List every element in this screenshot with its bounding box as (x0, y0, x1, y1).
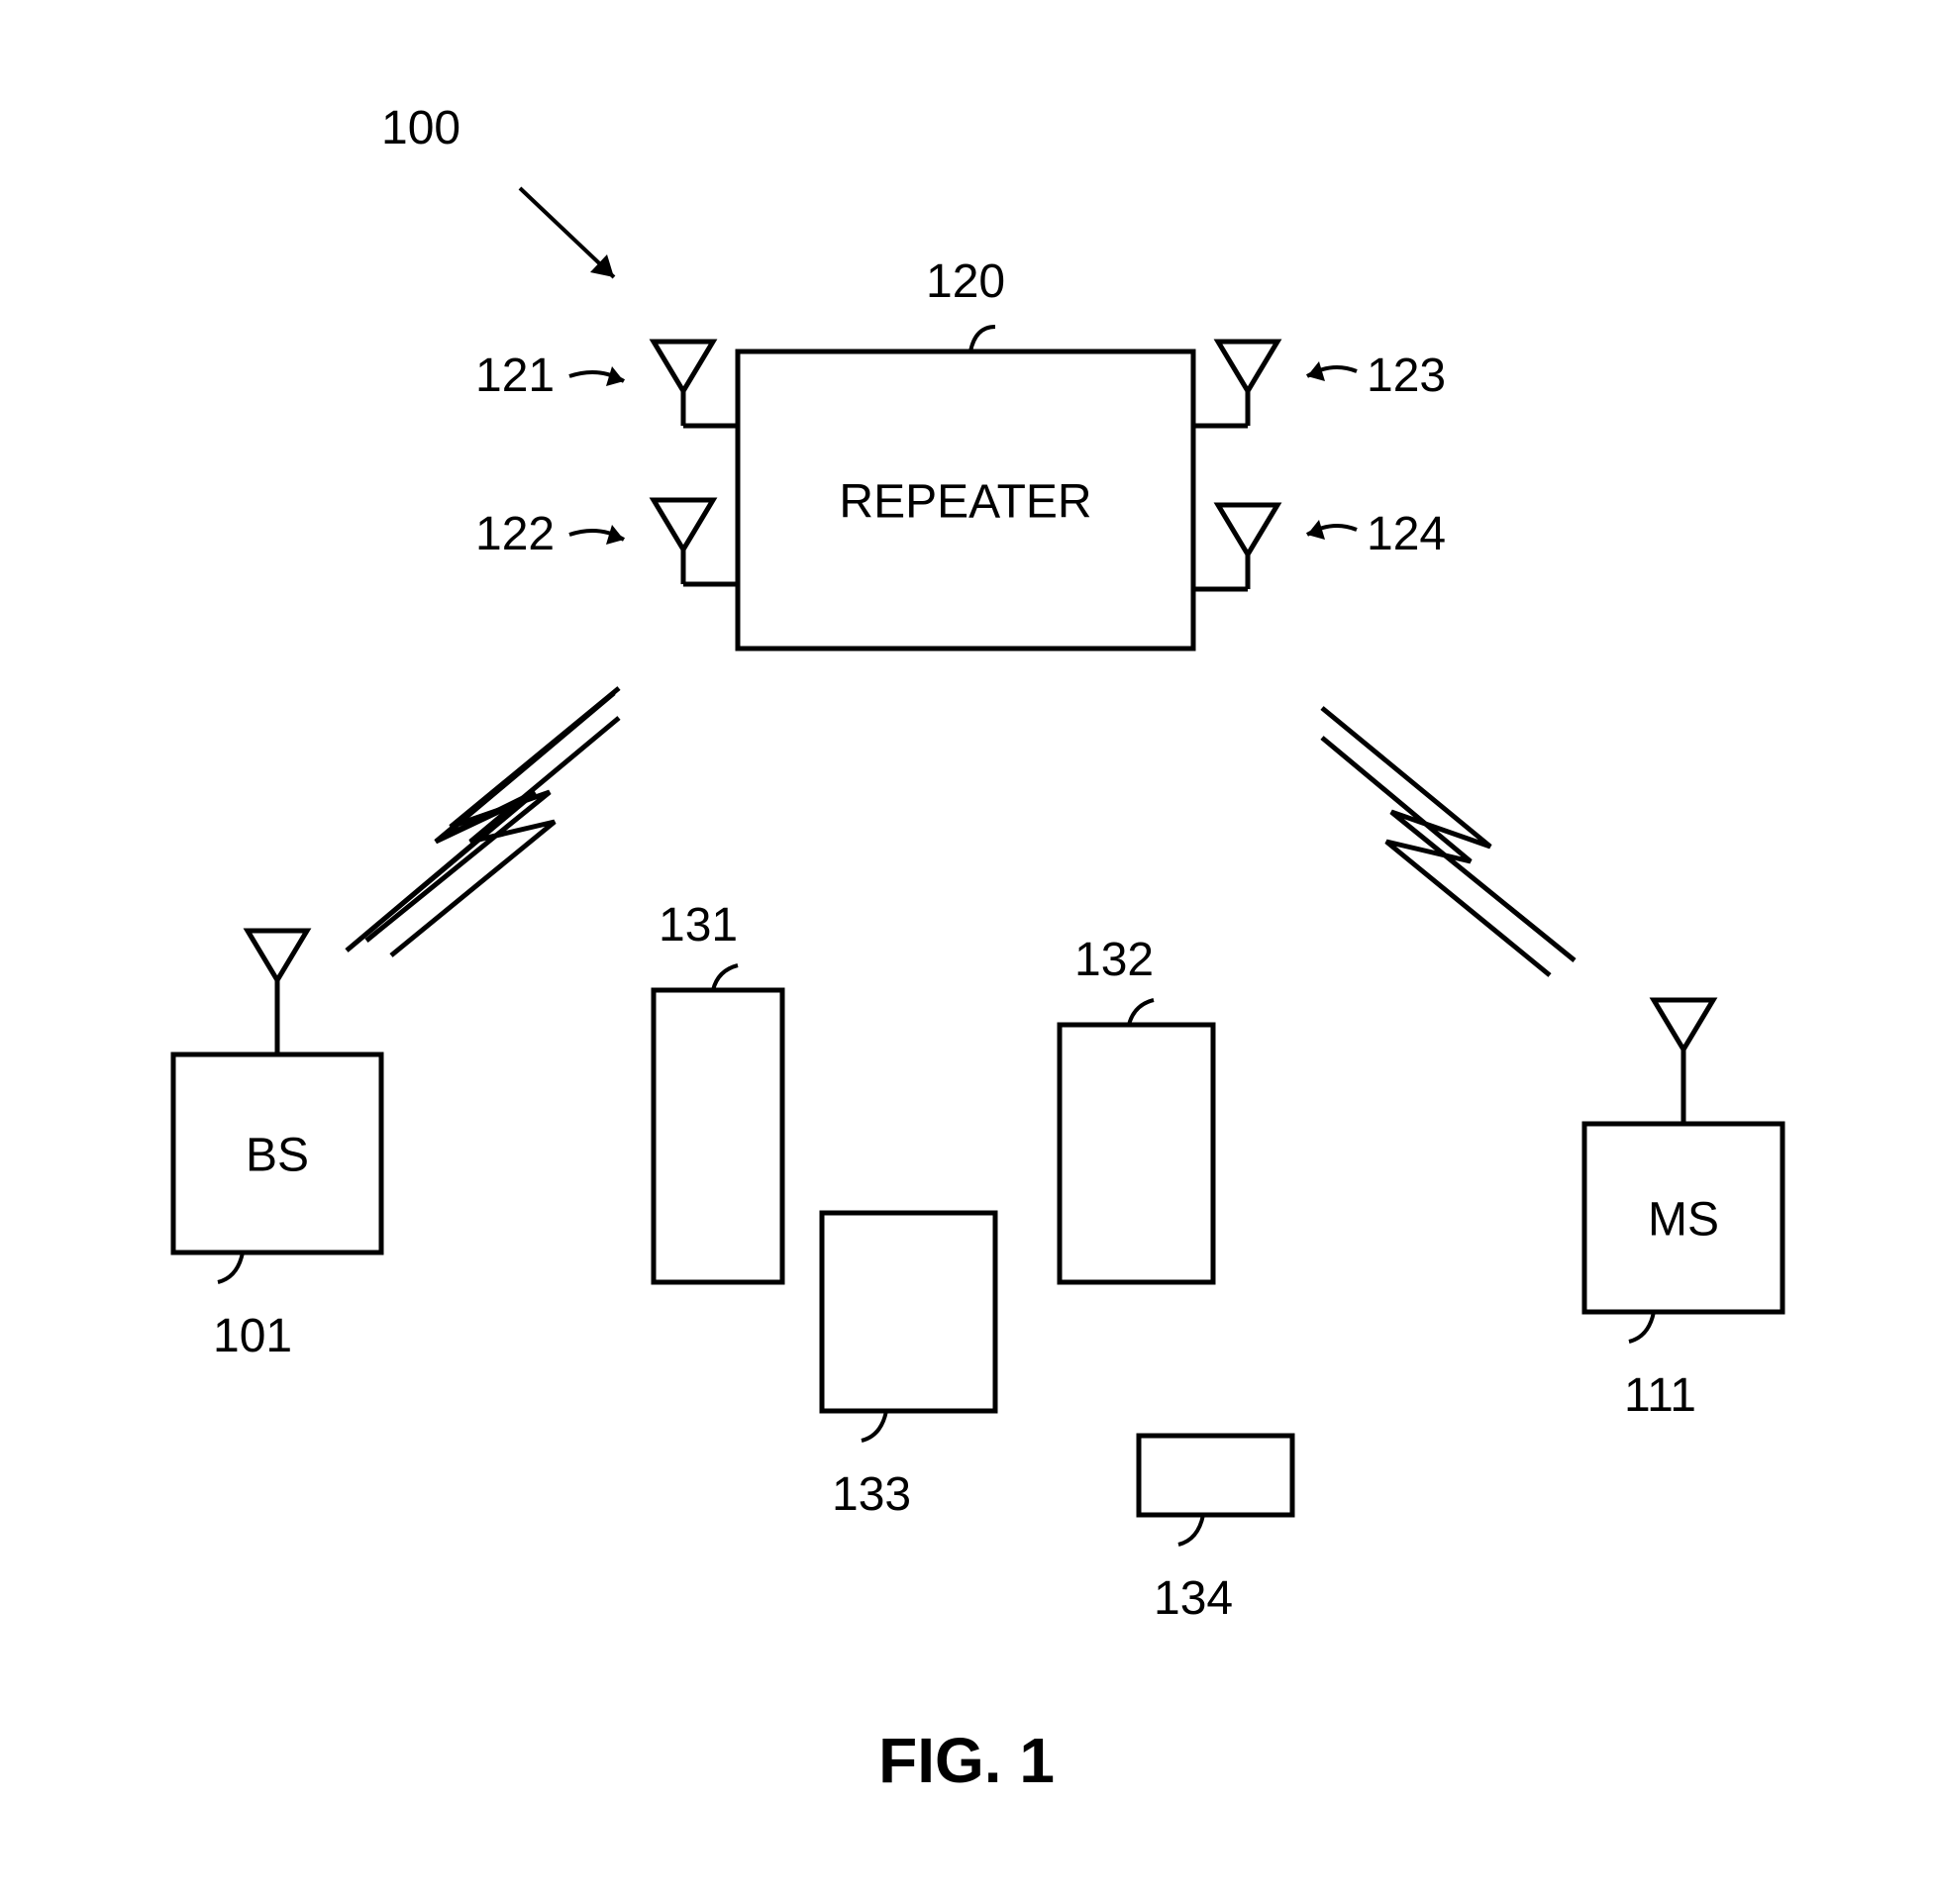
antenna-122 (654, 500, 738, 584)
building-131-ref: 131 (659, 899, 738, 952)
ms-antenna (1654, 1000, 1713, 1124)
antenna-122-arrow (569, 525, 624, 545)
ms-ref-label: 111 (1624, 1369, 1696, 1422)
bs-ref-label: 101 (213, 1310, 292, 1362)
building-133-ref: 133 (832, 1468, 911, 1521)
bs-label: BS (246, 1130, 309, 1182)
building-133 (822, 1213, 995, 1411)
building-132-ref: 132 (1074, 934, 1154, 986)
repeater-ref-lead (970, 327, 995, 351)
repeater-label: REPEATER (839, 476, 1091, 529)
building-132-lead (1129, 1000, 1154, 1025)
building-131-lead (713, 965, 738, 990)
antenna-124 (1193, 505, 1277, 589)
ms-ref-lead (1629, 1312, 1654, 1342)
ms-label: MS (1648, 1194, 1719, 1247)
building-131 (654, 990, 782, 1282)
building-134-ref: 134 (1154, 1572, 1233, 1625)
bs-ref-lead (218, 1253, 243, 1282)
lightning-right-strokes (1322, 708, 1575, 975)
building-134-lead (1178, 1515, 1203, 1545)
antenna-123-arrow (1307, 361, 1357, 381)
lightning-left (347, 693, 614, 951)
repeater-ref-label: 120 (926, 255, 1005, 308)
antenna-123-ref: 123 (1367, 350, 1446, 402)
antenna-122-ref: 122 (475, 508, 555, 560)
building-133-lead (862, 1411, 886, 1441)
lightning-left-strokes (366, 688, 619, 955)
antenna-124-ref: 124 (1367, 508, 1446, 560)
antenna-123 (1193, 342, 1277, 426)
figure-label: FIG. 1 (878, 1725, 1055, 1796)
bs-antenna (248, 931, 307, 1054)
building-134 (1139, 1436, 1292, 1515)
antenna-121-arrow (569, 366, 624, 386)
antenna-121 (654, 342, 738, 426)
diagram-canvas: 100 REPEATER 120 121 122 123 (0, 0, 1934, 1904)
system-ref-label: 100 (381, 102, 460, 154)
building-132 (1060, 1025, 1213, 1282)
antenna-124-arrow (1307, 520, 1357, 540)
antenna-121-ref: 121 (475, 350, 555, 402)
system-ref-arrow (520, 188, 614, 277)
